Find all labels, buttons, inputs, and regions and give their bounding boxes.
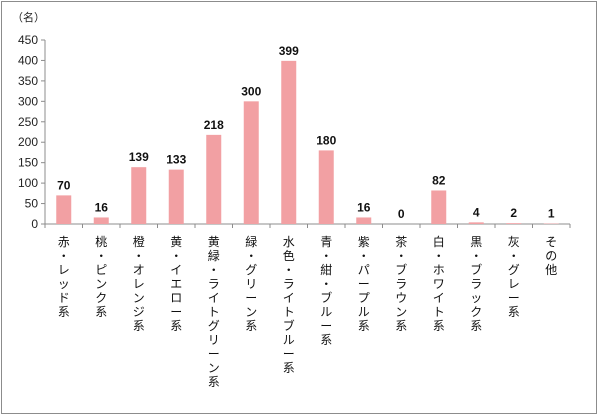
y-tick-label: 150 — [18, 156, 38, 170]
y-tick-label: 50 — [25, 197, 39, 211]
bar — [431, 190, 447, 224]
data-label: 4 — [473, 205, 480, 219]
y-tick-label: 200 — [18, 135, 38, 149]
bar — [206, 134, 222, 224]
category-label: 白・ホワイト系 — [433, 234, 445, 333]
category-label: 黄・イエロー系 — [170, 235, 182, 333]
y-tick-label: 450 — [18, 33, 38, 47]
category-label: 緑・グリーン系 — [245, 234, 257, 333]
bar — [468, 222, 484, 224]
data-label: 300 — [241, 84, 261, 98]
category-labels: 赤・レッド系 桃・ピンク系 橙・オレンジ系 黄・イエロー系 黄緑・ライトグリーン系 緑・グ… — [58, 234, 558, 389]
data-label: 139 — [129, 150, 149, 164]
bar — [281, 60, 297, 224]
category-label: 黄緑・ライトグリーン系 — [208, 235, 220, 389]
y-tick-label: 350 — [18, 74, 38, 88]
data-label: 1 — [548, 207, 555, 221]
category-label: その他 — [545, 235, 557, 277]
category-label: 桃・ピンク系 — [95, 234, 107, 319]
y-tick-label: 0 — [31, 217, 38, 231]
category-label: 紫・パープル系 — [358, 235, 370, 333]
x-axis — [44, 223, 571, 228]
bar — [131, 167, 147, 224]
bar — [56, 195, 72, 224]
data-label: 133 — [166, 153, 186, 167]
bar — [506, 223, 522, 224]
data-label: 218 — [204, 118, 224, 132]
category-label: 茶・ブラウン系 — [395, 234, 407, 333]
category-label: 青・紺・ブルー系 — [320, 235, 332, 347]
bar — [243, 101, 259, 224]
bar — [318, 150, 334, 224]
y-axis: 0 50 100 150 200 250 300 350 400 450 — [18, 33, 46, 231]
category-label: 水色・ライトブルー系 — [283, 235, 295, 375]
bars — [56, 60, 559, 224]
y-axis-unit-label: （名） — [12, 10, 45, 24]
data-label: 0 — [398, 207, 405, 221]
data-label: 16 — [357, 200, 371, 214]
y-tick-label: 100 — [18, 176, 38, 190]
data-label: 180 — [316, 133, 336, 147]
category-label: 黒・ブラック系 — [470, 235, 482, 333]
y-tick-label: 400 — [18, 53, 38, 67]
category-label: 赤・レッド系 — [58, 235, 70, 319]
bar — [168, 169, 184, 224]
category-label: 灰・グレー系 — [508, 235, 520, 319]
data-label: 70 — [57, 178, 71, 192]
bar — [356, 217, 372, 224]
data-label: 2 — [510, 206, 517, 220]
bar — [93, 217, 109, 224]
y-tick-label: 300 — [18, 94, 38, 108]
data-label: 82 — [432, 173, 446, 187]
y-tick-label: 250 — [18, 115, 38, 129]
category-label: 橙・オレンジ系 — [133, 234, 145, 333]
data-label: 399 — [279, 44, 299, 58]
data-label: 16 — [95, 200, 109, 214]
